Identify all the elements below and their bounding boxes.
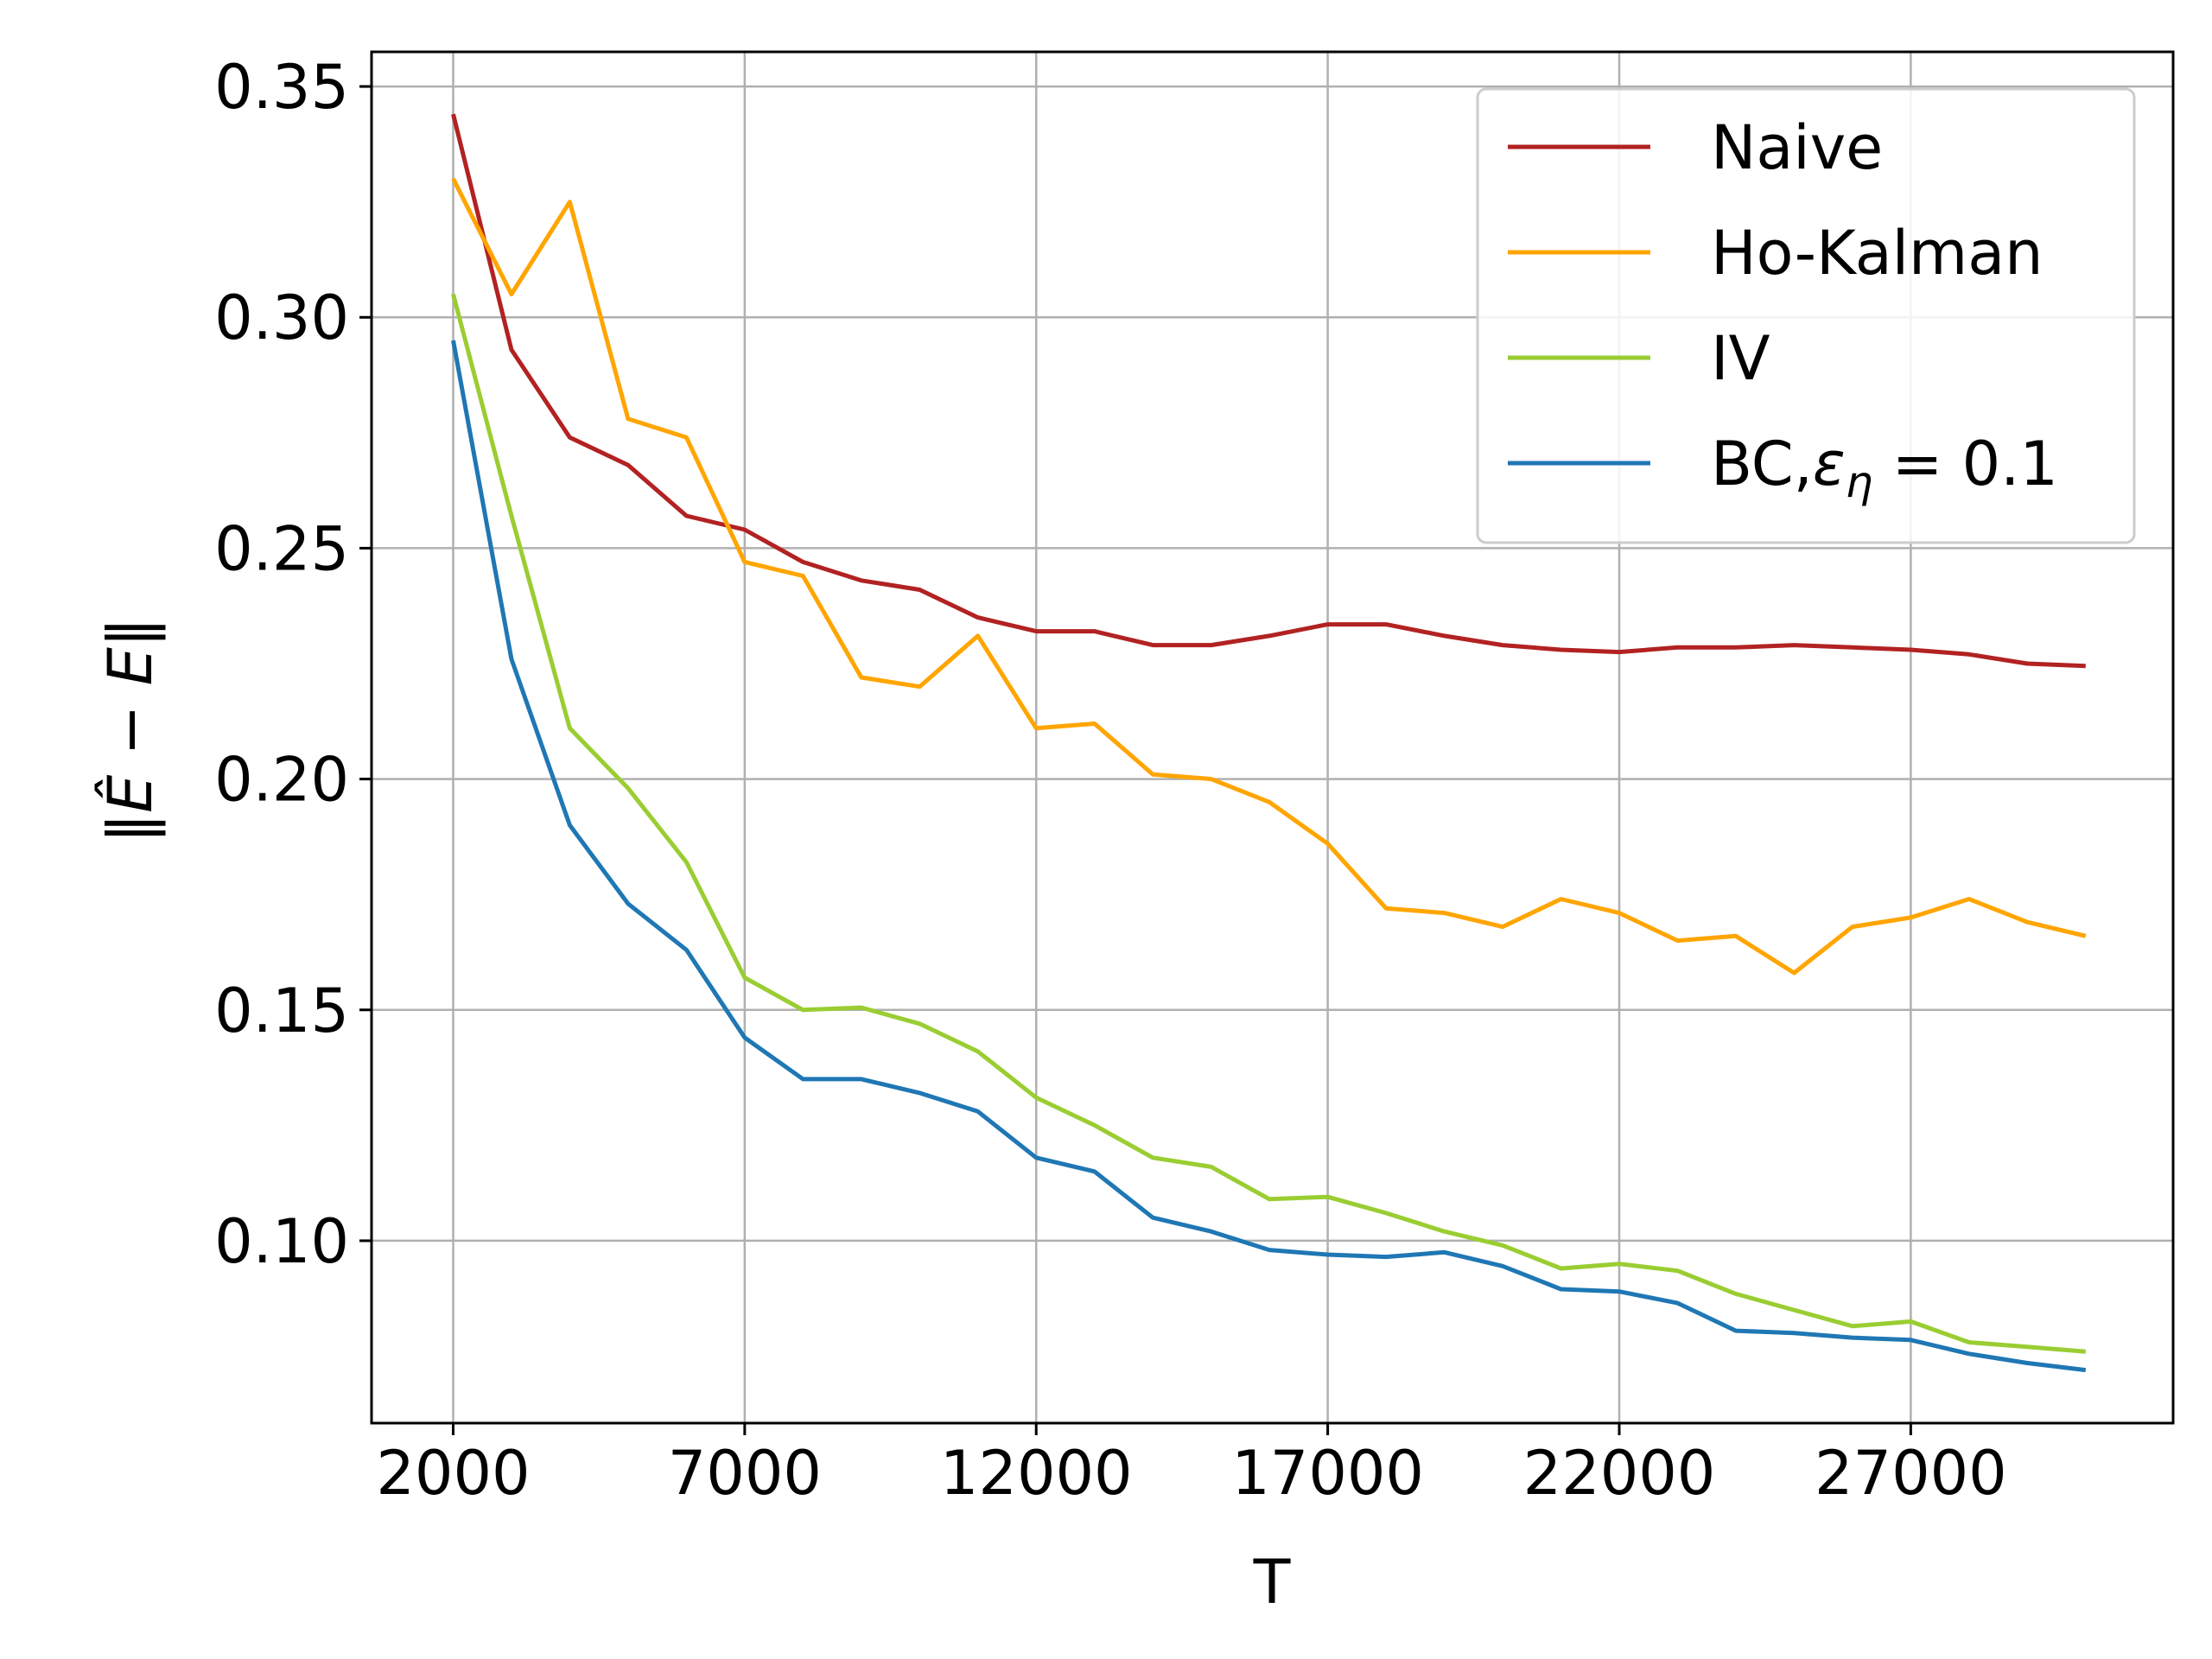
legend-label-ho-kalman: Ho-Kalman (1711, 218, 2044, 289)
x-tick-label: 17000 (1231, 1438, 1424, 1509)
svg-text:‖Ê − E‖: ‖Ê − E‖ (95, 617, 166, 843)
x-tick-label: 2000 (376, 1438, 530, 1509)
legend: Naive Ho-Kalman IV BC,εη = 0.1 (1476, 87, 2136, 544)
legend-label-bc-0-1: BC,εη = 0.1 (1711, 429, 2058, 507)
axis-ticks: 2000 7000 12000 17000 22000 27000 0.10 0.15 0.20… (214, 52, 2007, 1509)
x-tick-label: 27000 (1815, 1438, 2007, 1509)
legend-label-iv: IV (1711, 323, 1770, 394)
x-tick-label: 22000 (1523, 1438, 1716, 1509)
y-tick-label: 0.30 (214, 283, 349, 353)
y-tick-label: 0.20 (214, 745, 349, 816)
x-tick-label: 12000 (940, 1438, 1133, 1509)
x-tick-label: 7000 (668, 1438, 822, 1509)
y-tick-label: 0.25 (214, 513, 349, 584)
y-tick-label: 0.15 (214, 976, 349, 1046)
y-axis-title: ‖Ê − E‖ (95, 617, 166, 843)
x-axis-title: T (1253, 1547, 1291, 1618)
y-tick-label: 0.35 (214, 52, 349, 123)
series-lines (451, 113, 2087, 1373)
y-tick-label: 0.10 (214, 1206, 349, 1277)
legend-label-naive: Naive (1711, 112, 1883, 183)
plot-frame (370, 50, 2175, 1425)
legend-box (1476, 87, 2136, 544)
series-line-ho-kalman (451, 177, 2087, 976)
series-line-bc-0-1 (451, 340, 2087, 1373)
series-line-iv (451, 293, 2086, 1354)
